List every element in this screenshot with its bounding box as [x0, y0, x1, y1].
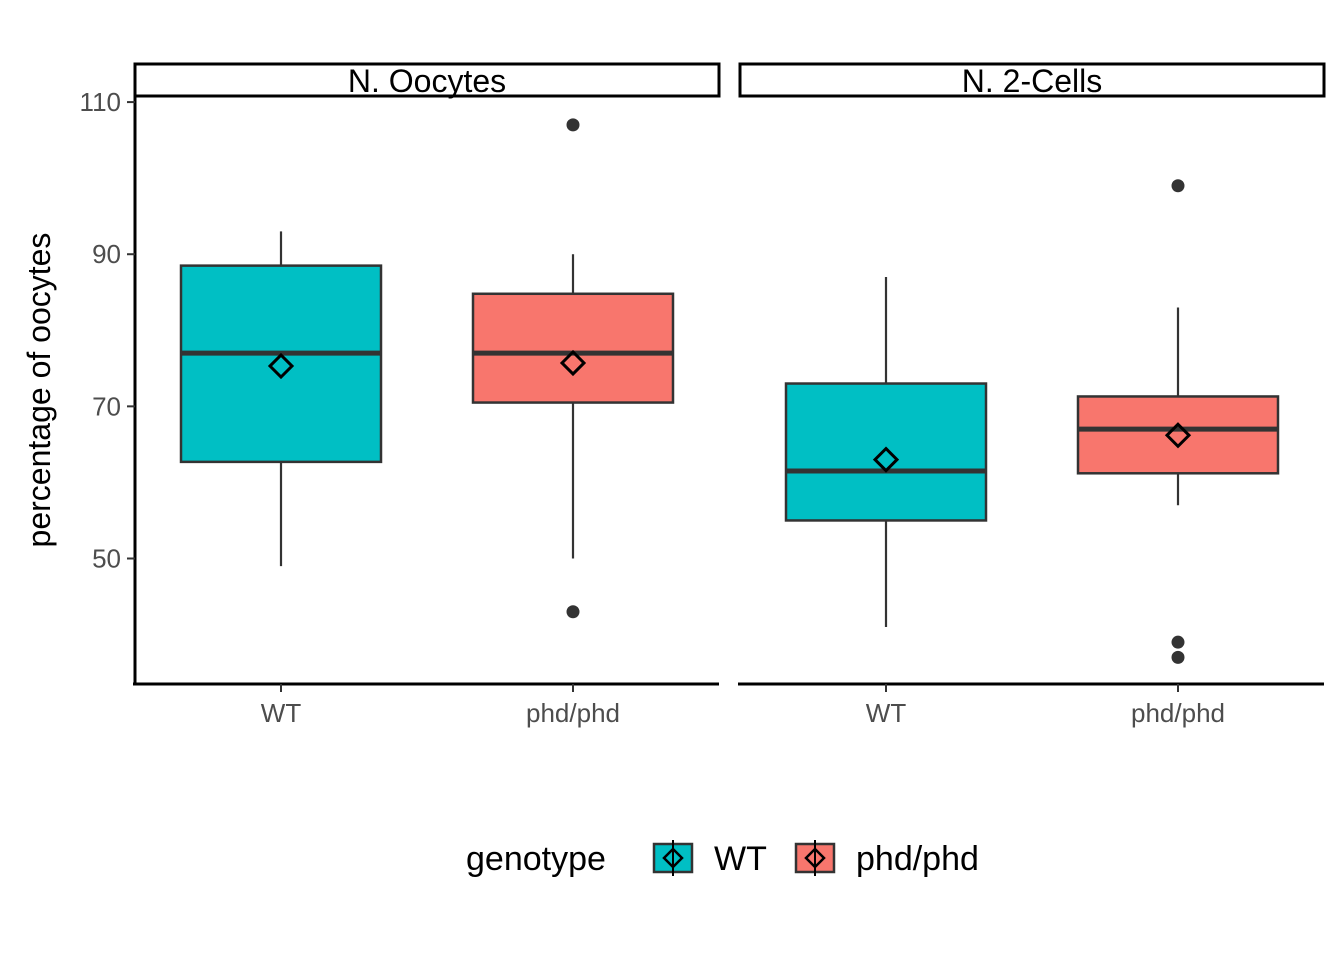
- x-tick-label: WT: [866, 698, 907, 728]
- mean-marker: [559, 349, 587, 377]
- legend-mean-marker: [804, 847, 826, 869]
- box-WT: [784, 277, 988, 627]
- legend-label: WT: [714, 840, 767, 878]
- outlier-point: [566, 118, 580, 132]
- y-axis-label: percentage of oocytes: [21, 233, 57, 548]
- x-tick-label: WT: [261, 698, 302, 728]
- legend-label: phd/phd: [856, 840, 979, 878]
- box-iqr: [179, 264, 383, 464]
- legend-title: genotype: [466, 840, 606, 878]
- box-iqr: [1076, 395, 1280, 475]
- x-tick-label: phd/phd: [1131, 698, 1225, 728]
- panel-0: N. Oocytes WT phd/phd: [133, 62, 721, 728]
- facet-strip: [133, 62, 721, 98]
- legend: genotype WT phd/phd: [466, 840, 979, 878]
- legend-key-1: [794, 840, 836, 876]
- legend-key-0: [652, 840, 694, 876]
- panel-1: N. 2-Cells WT phd/phd: [738, 62, 1326, 728]
- panels-layer: N. Oocytes WT phd/phd N. 2-Cells WT phd/phd: [133, 62, 1326, 728]
- facet-strip: [738, 62, 1326, 98]
- outlier-point: [1171, 650, 1185, 664]
- outlier-point: [566, 605, 580, 619]
- mean-marker: [267, 352, 295, 380]
- box-iqr: [784, 382, 988, 522]
- y-tick-label: 110: [80, 87, 121, 117]
- outlier-point: [1171, 179, 1185, 193]
- y-tick-label: 70: [92, 391, 121, 421]
- box-phd-phd: [1076, 179, 1280, 664]
- legend-mean-marker: [662, 847, 684, 869]
- box-phd-phd: [471, 118, 675, 619]
- outlier-point: [1171, 635, 1185, 649]
- facet-title: N. 2-Cells: [962, 63, 1102, 99]
- x-tick-label: phd/phd: [526, 698, 620, 728]
- y-tick-label: 50: [92, 543, 121, 573]
- mean-marker: [872, 446, 900, 473]
- box-WT: [179, 231, 383, 567]
- box-iqr: [471, 292, 675, 404]
- facet-title: N. Oocytes: [348, 63, 506, 99]
- mean-marker: [1164, 422, 1192, 449]
- y-tick-label: 90: [92, 239, 121, 269]
- y-axis: 50 70 90 110: [80, 87, 137, 685]
